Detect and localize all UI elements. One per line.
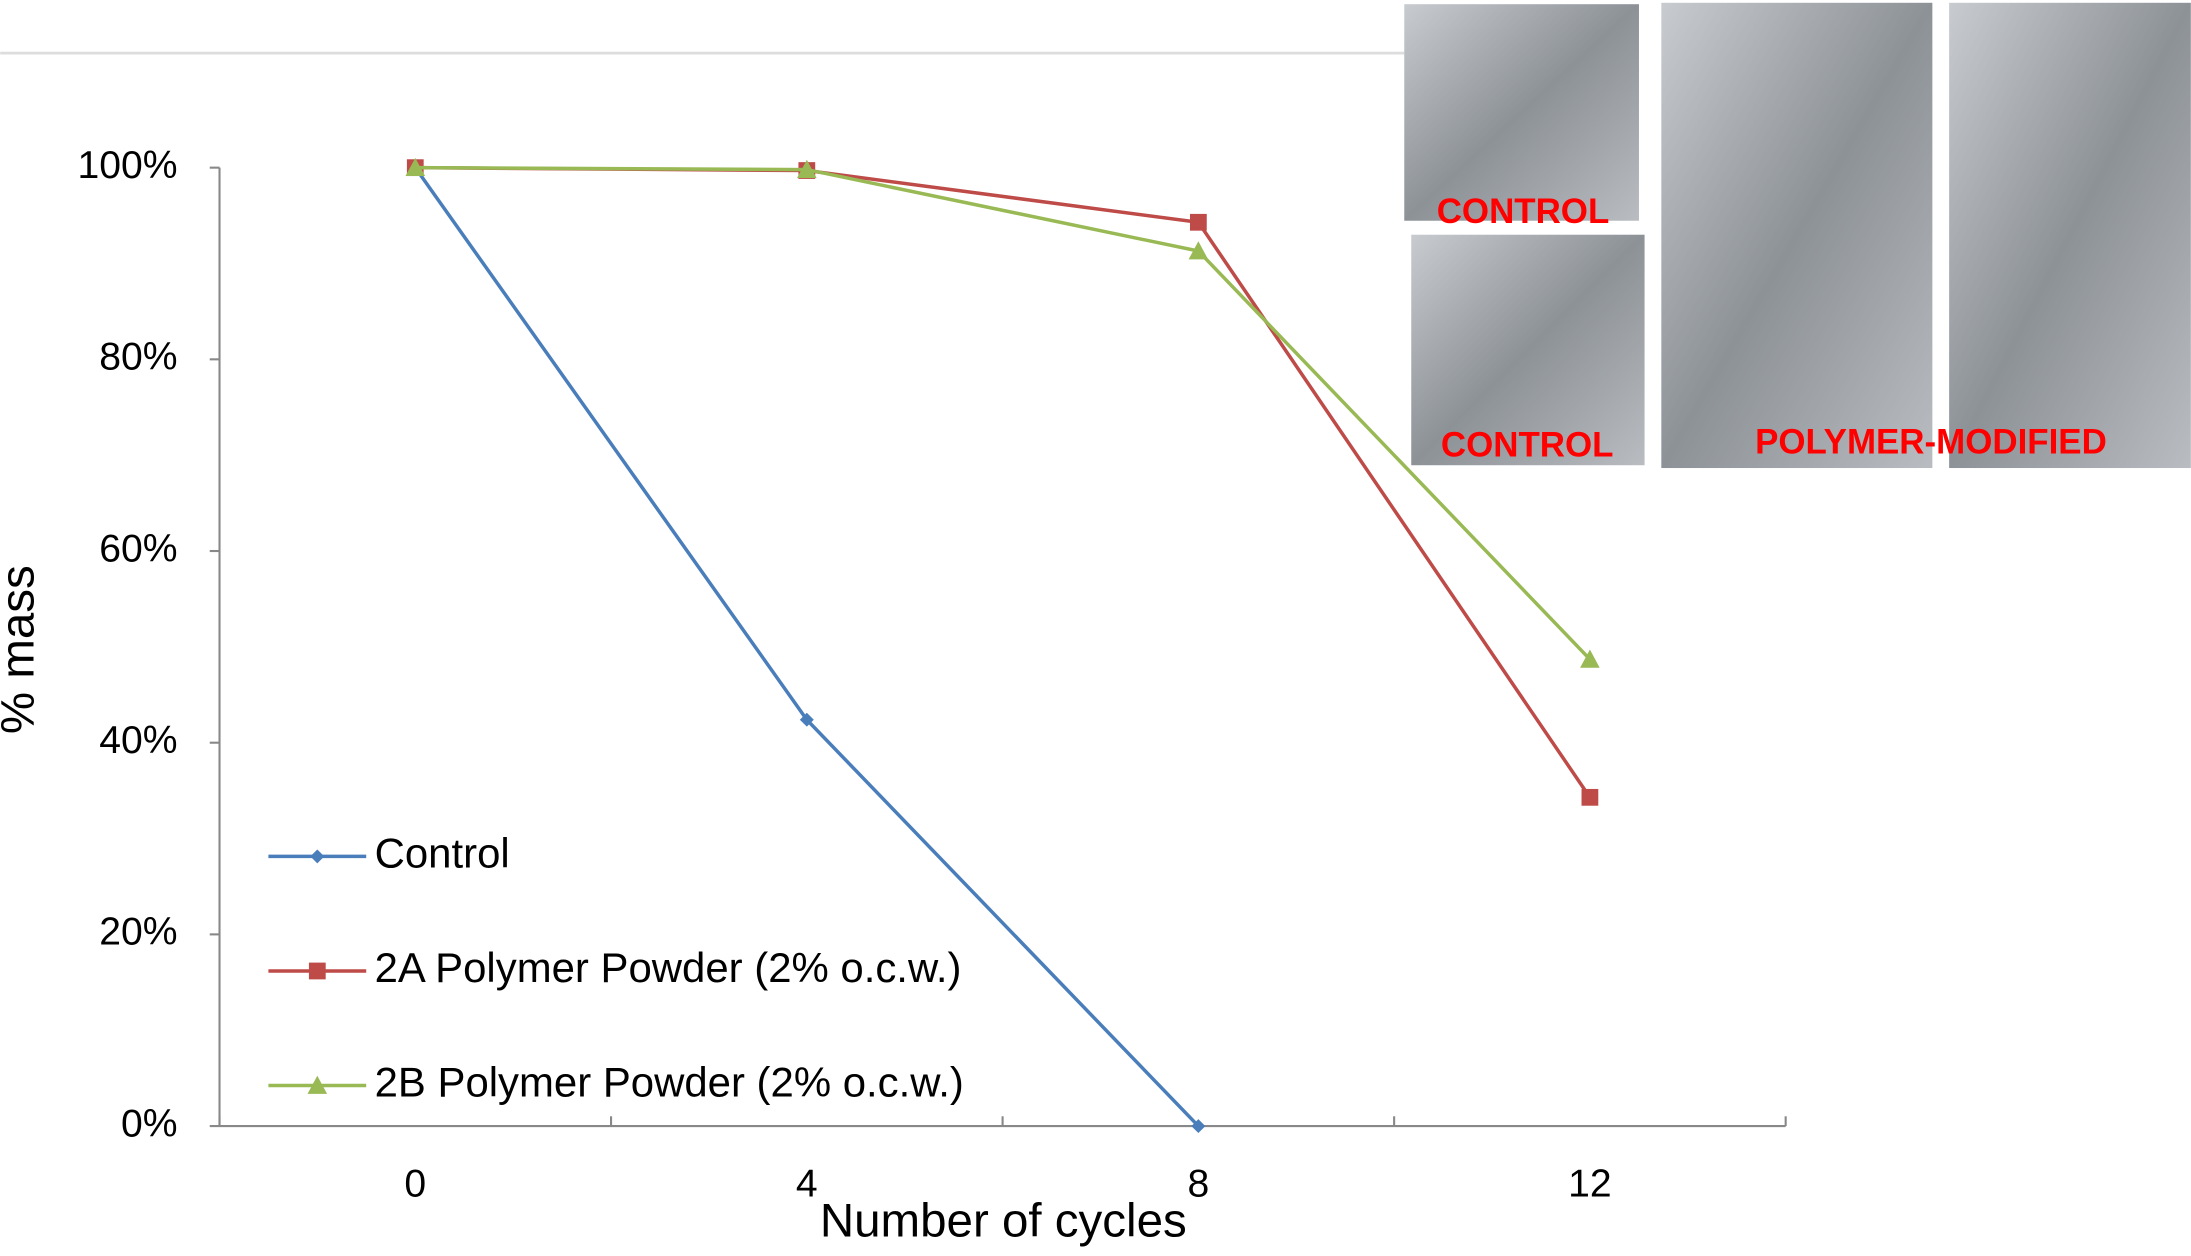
photo-label: CONTROL <box>1441 425 1614 464</box>
y-tick-label: 60% <box>99 527 177 570</box>
photo <box>1404 4 1639 221</box>
legend-marker <box>310 849 324 863</box>
y-tick-label: 80% <box>99 336 177 379</box>
photo-label: POLYMER-MODIFIED <box>1755 422 2107 461</box>
legend-marker <box>309 963 326 980</box>
y-tick-label: 0% <box>121 1102 178 1145</box>
legend-label: Control <box>375 830 510 877</box>
photo-label: CONTROL <box>1437 192 1610 231</box>
x-axis-title: Number of cycles <box>820 1194 1187 1247</box>
y-tick-label: 40% <box>99 719 177 762</box>
x-tick-label: 4 <box>796 1162 818 1205</box>
x-tick-label: 0 <box>404 1162 426 1205</box>
y-tick-label: 20% <box>99 911 177 954</box>
photo <box>1949 3 2191 468</box>
photo <box>1661 3 1932 468</box>
y-tick-label: 100% <box>78 144 178 187</box>
legend-label: 2B Polymer Powder (2% o.c.w.) <box>375 1059 964 1106</box>
chart: CONTROL CONTROL POLYMER-MODIFIED Number … <box>0 0 2191 1256</box>
marker <box>1190 214 1207 231</box>
x-tick-label: 12 <box>1568 1162 1612 1205</box>
marker <box>1582 789 1599 806</box>
photos: CONTROL CONTROL POLYMER-MODIFIED <box>1404 3 2191 468</box>
y-axis-title: % mass <box>0 565 45 734</box>
x-tick-label: 8 <box>1187 1162 1209 1205</box>
legend-label: 2A Polymer Powder (2% o.c.w.) <box>375 944 962 991</box>
